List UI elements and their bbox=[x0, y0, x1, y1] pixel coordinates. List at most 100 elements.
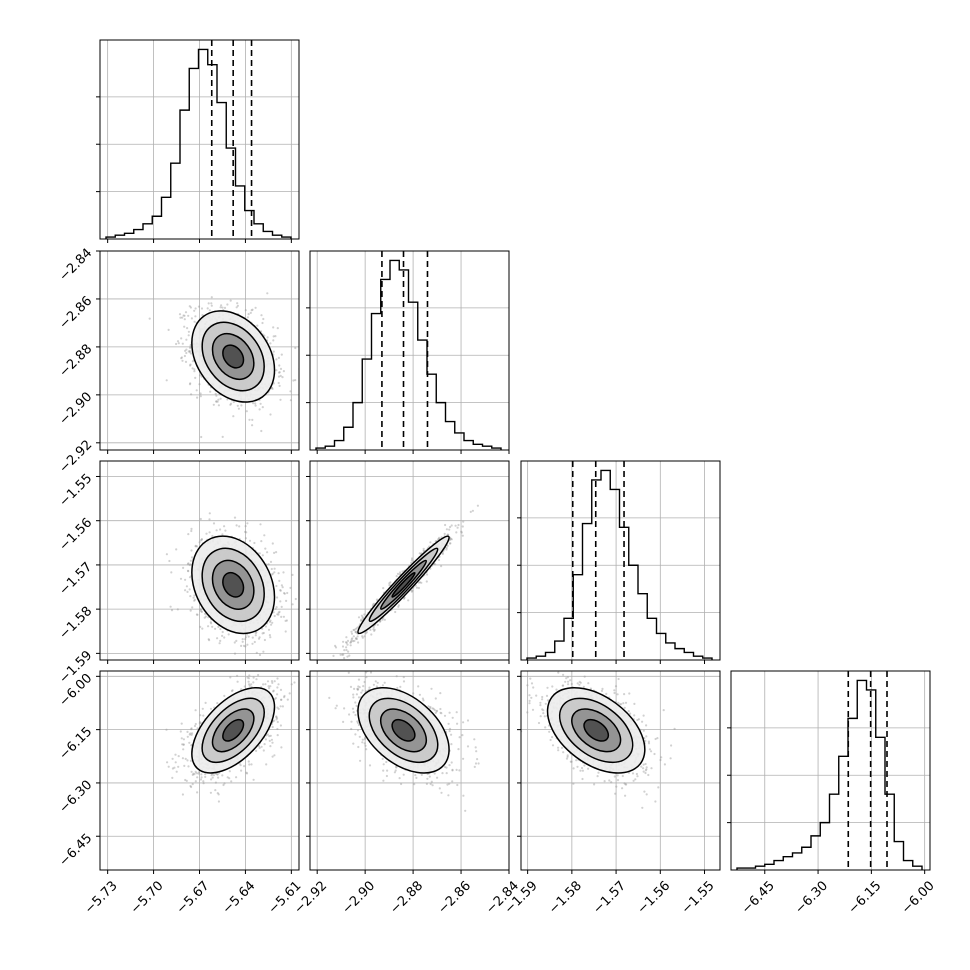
sample-point bbox=[199, 609, 202, 612]
sample-points bbox=[165, 512, 297, 657]
contour-line bbox=[222, 344, 245, 369]
sample-point bbox=[219, 528, 222, 531]
sample-point bbox=[184, 349, 187, 352]
density-region bbox=[222, 345, 244, 368]
sample-point bbox=[184, 578, 187, 581]
sample-point bbox=[215, 529, 218, 532]
sample-point bbox=[352, 635, 355, 638]
sample-point bbox=[191, 783, 194, 786]
sample-point bbox=[199, 539, 202, 542]
sample-point bbox=[194, 376, 197, 379]
sample-point bbox=[208, 309, 211, 312]
sample-point bbox=[189, 306, 192, 309]
sample-point bbox=[279, 589, 282, 592]
sample-point bbox=[206, 307, 209, 310]
sample-point bbox=[252, 676, 255, 679]
sample-point bbox=[189, 563, 192, 566]
sample-point bbox=[280, 605, 283, 609]
sample-point bbox=[224, 529, 227, 532]
sample-point bbox=[476, 504, 479, 507]
sample-point bbox=[189, 595, 192, 598]
sample-point bbox=[185, 351, 188, 355]
sample-point bbox=[190, 393, 193, 396]
sample-point bbox=[229, 403, 232, 406]
sample-point bbox=[219, 306, 222, 309]
contour-line bbox=[357, 535, 450, 635]
sample-point bbox=[247, 662, 249, 664]
sample-point bbox=[227, 633, 230, 636]
sample-point bbox=[283, 592, 286, 595]
sample-point bbox=[223, 694, 226, 698]
sample-point bbox=[294, 379, 297, 382]
sample-point bbox=[283, 696, 286, 699]
sample-point bbox=[196, 727, 199, 730]
sample-point bbox=[258, 552, 261, 555]
sample-point bbox=[352, 640, 355, 643]
sample-point bbox=[245, 771, 248, 774]
sample-point bbox=[365, 631, 368, 634]
sample-point bbox=[275, 369, 278, 372]
sample-point bbox=[190, 317, 193, 320]
sample-point bbox=[276, 596, 279, 599]
sample-point bbox=[449, 542, 452, 545]
sample-point bbox=[286, 591, 289, 595]
sample-point bbox=[211, 625, 214, 628]
sample-point bbox=[199, 714, 202, 717]
sample-point bbox=[215, 400, 218, 403]
sample-point bbox=[228, 777, 231, 780]
sample-point bbox=[198, 541, 201, 544]
sample-point bbox=[240, 404, 243, 407]
sample-point bbox=[394, 610, 397, 614]
sample-point bbox=[177, 342, 180, 345]
sample-point bbox=[469, 510, 472, 513]
sample-point bbox=[273, 680, 276, 683]
sample-point bbox=[244, 636, 248, 639]
sample-point bbox=[203, 616, 206, 619]
sample-point bbox=[221, 306, 224, 309]
sample-point bbox=[170, 609, 174, 612]
sample-point bbox=[292, 379, 295, 382]
sample-point bbox=[187, 570, 190, 573]
sample-point bbox=[334, 646, 338, 649]
sample-point bbox=[219, 627, 222, 631]
sample-point bbox=[278, 384, 281, 387]
sample-point bbox=[236, 304, 239, 307]
sample-point bbox=[175, 548, 178, 551]
sample-point bbox=[179, 730, 182, 733]
sample-point bbox=[188, 576, 192, 579]
sample-point bbox=[244, 530, 247, 534]
sample-point bbox=[276, 327, 279, 330]
sample-point bbox=[190, 549, 193, 552]
sample-point bbox=[269, 413, 272, 416]
sample-point bbox=[248, 674, 251, 677]
sample-point bbox=[446, 533, 449, 536]
sample-point bbox=[220, 304, 223, 307]
sample-point bbox=[351, 637, 354, 640]
sample-point bbox=[381, 618, 384, 621]
sample-point bbox=[189, 609, 192, 612]
sample-point bbox=[411, 589, 414, 592]
joint-panel-1-2 bbox=[306, 460, 510, 664]
sample-point bbox=[188, 305, 191, 308]
sample-point bbox=[169, 605, 172, 608]
sample-point bbox=[248, 418, 251, 421]
sample-point bbox=[363, 613, 366, 616]
sample-point bbox=[255, 678, 258, 681]
sample-point bbox=[279, 374, 282, 377]
sample-point bbox=[446, 544, 449, 548]
sample-point bbox=[207, 625, 210, 628]
sample-point bbox=[450, 538, 453, 541]
sample-point bbox=[235, 524, 238, 527]
sample-point bbox=[350, 639, 353, 643]
sample-point bbox=[346, 655, 349, 658]
sample-point bbox=[201, 314, 204, 317]
sample-point bbox=[189, 382, 192, 385]
sample-point bbox=[209, 707, 213, 710]
sample-point bbox=[210, 622, 213, 625]
sample-point bbox=[182, 314, 185, 317]
sample-point bbox=[244, 309, 247, 312]
sample-point bbox=[194, 307, 197, 310]
sample-point bbox=[267, 663, 269, 665]
sample-point bbox=[183, 325, 186, 328]
sample-point bbox=[189, 759, 192, 763]
